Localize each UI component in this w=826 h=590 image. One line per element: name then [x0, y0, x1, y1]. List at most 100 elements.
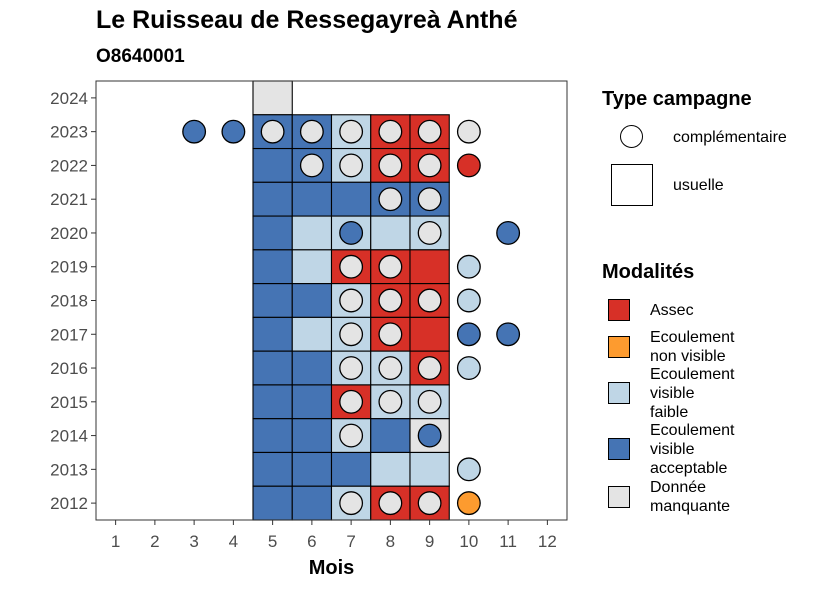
complementaire-point [496, 322, 521, 347]
usuelle-tile [291, 384, 333, 420]
complementaire-point [378, 119, 403, 144]
complementaire-point [339, 356, 364, 380]
x-tick-label: 12 [538, 532, 557, 551]
usuelle-tile [409, 249, 450, 285]
x-tick-label: 11 [499, 532, 517, 551]
usuelle-tile [330, 451, 372, 487]
complementaire-point [456, 491, 481, 516]
complementaire-point [378, 288, 403, 313]
usuelle-tile [291, 451, 333, 487]
complementaire-point [456, 288, 481, 313]
y-tick-label: 2021 [50, 190, 88, 209]
x-tick-label: 9 [425, 532, 434, 551]
complementaire-point [378, 389, 403, 414]
usuelle-tile [330, 181, 372, 217]
usuelle-tile [252, 418, 293, 454]
complementaire-point [339, 491, 364, 516]
usuelle-tile [252, 283, 293, 318]
complementaire-point [417, 356, 442, 380]
usuelle-tile [252, 316, 293, 352]
y-tick-label: 2015 [50, 393, 88, 412]
usuelle-tile [291, 249, 333, 285]
usuelle-tile [291, 350, 333, 386]
complementaire-point [456, 356, 481, 380]
legend-label: Ecoulement visible acceptable [650, 422, 735, 477]
complementaire-point [339, 153, 364, 178]
x-tick-label: 8 [386, 532, 395, 551]
y-tick-label: 2013 [50, 460, 88, 479]
usuelle-tile [291, 316, 333, 352]
usuelle-tile [291, 418, 333, 454]
complementaire-point [417, 491, 442, 516]
complementaire-point [417, 119, 442, 144]
complementaire-point [417, 187, 442, 212]
usuelle-tile [252, 350, 293, 386]
ecoulement-visible-acceptable-swatch-icon [608, 438, 630, 460]
usuelle-tile [370, 215, 411, 251]
x-tick-label: 4 [229, 532, 238, 551]
complementaire-point [299, 119, 324, 144]
complementaire-point [378, 187, 403, 212]
usuelle-tile [370, 418, 411, 454]
y-tick-label: 2019 [50, 258, 88, 277]
y-tick-label: 2022 [50, 156, 88, 175]
usuelle-tile [370, 451, 411, 487]
complementaire-point [417, 153, 442, 178]
x-tick-label: 7 [346, 532, 355, 551]
donnee-manquante-swatch-icon [608, 486, 630, 508]
usuelle-tile [252, 249, 293, 285]
x-tick-label: 6 [307, 532, 316, 551]
complementaire-point [496, 221, 521, 245]
complementaire-point [456, 322, 481, 347]
complementaire-point [417, 423, 442, 448]
complementaire-point [456, 457, 481, 482]
complementaire-point [339, 423, 364, 448]
complementaire-point [339, 119, 364, 144]
usuelle-tile [291, 485, 333, 521]
complementaire-point [221, 119, 246, 144]
complementaire-point [456, 254, 481, 279]
complementaire-point [339, 288, 364, 313]
complementaire-point [417, 389, 442, 414]
usuelle-tile [409, 451, 450, 487]
legend-label: Ecoulement non visible [650, 329, 735, 365]
usuelle-tile [409, 316, 450, 352]
chart-subtitle: O8640001 [96, 46, 185, 67]
legend-label: usuelle [673, 177, 724, 194]
complementaire-point [339, 254, 364, 279]
usuelle-tile [252, 451, 293, 487]
square-shape-icon [611, 164, 653, 206]
ecoulement-non-visible-swatch-icon [608, 336, 630, 358]
y-tick-label: 2020 [50, 224, 88, 243]
chart-title: Le Ruisseau de Ressegayreà Anthé [96, 6, 518, 34]
usuelle-tile [252, 181, 293, 217]
complementaire-point [339, 389, 364, 414]
usuelle-tile [291, 283, 333, 318]
complementaire-point [299, 153, 324, 178]
complementaire-point [417, 221, 442, 245]
usuelle-tile [252, 147, 293, 183]
legend-type-title: Type campagne [602, 88, 752, 110]
usuelle-tile [252, 384, 293, 420]
x-tick-label: 5 [268, 532, 277, 551]
complementaire-point [378, 356, 403, 380]
ecoulement-visible-faible-swatch-icon [608, 382, 630, 404]
legend-label: Assec [650, 302, 694, 319]
y-tick-label: 2023 [50, 123, 88, 142]
y-tick-label: 2018 [50, 292, 88, 311]
complementaire-point [456, 153, 481, 178]
legend-label: complémentaire [673, 129, 787, 146]
usuelle-tile [291, 215, 333, 251]
complementaire-point [339, 221, 364, 245]
complementaire-point [260, 119, 285, 144]
x-axis-title: Mois [309, 557, 355, 579]
x-tick-label: 3 [189, 532, 198, 551]
y-tick-label: 2016 [50, 359, 88, 378]
usuelle-tile [252, 215, 293, 251]
complementaire-point [378, 153, 403, 178]
usuelle-tile [291, 181, 333, 217]
assec-swatch-icon [608, 299, 630, 321]
complementaire-point [456, 119, 481, 144]
legend-label: Ecoulement visible faible [650, 366, 735, 421]
